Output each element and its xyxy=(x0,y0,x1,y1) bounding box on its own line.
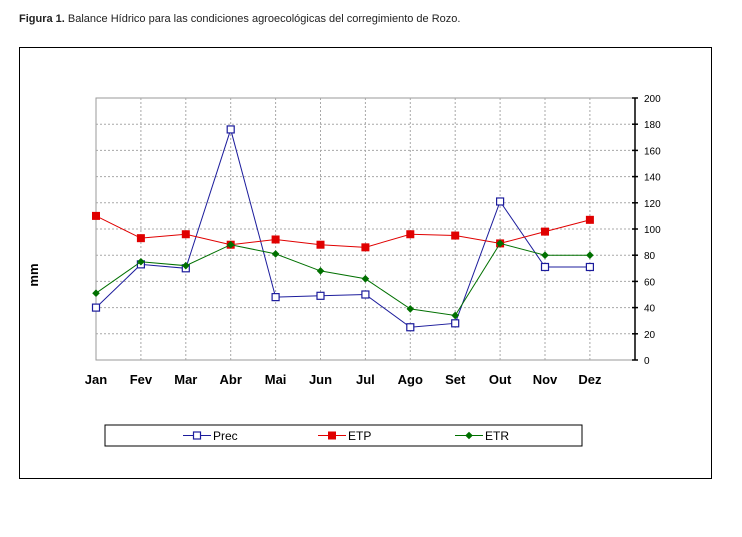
data-point xyxy=(316,291,325,300)
data-point xyxy=(496,239,504,248)
legend: Prec ETP ETR xyxy=(104,424,583,447)
y-axis: 0 20 40 60 80 100 120 140 160 180 200 xyxy=(632,94,661,367)
figure-caption: Figura 1. Balance Hídrico para las condi… xyxy=(19,13,460,25)
x-tick-label: Jun xyxy=(309,372,332,387)
y-tick-label: 160 xyxy=(644,146,661,157)
y-tick-label: 80 xyxy=(644,251,656,262)
data-point xyxy=(541,227,549,236)
data-point xyxy=(361,274,370,283)
x-tick-label: Fev xyxy=(130,372,153,387)
legend-label: ETP xyxy=(348,429,371,443)
data-point xyxy=(271,235,280,244)
data-point xyxy=(451,231,460,240)
y-tick-label: 140 xyxy=(644,173,661,184)
data-point xyxy=(541,251,549,259)
data-point xyxy=(137,257,145,266)
data-point xyxy=(192,431,202,440)
series-etp xyxy=(92,211,594,252)
data-point xyxy=(406,230,415,239)
caption-text: Balance Hídrico para las condiciones agr… xyxy=(64,13,461,25)
series-line xyxy=(95,127,590,328)
caption-figure-number: Figura 1. xyxy=(19,13,65,25)
series-group xyxy=(91,125,595,332)
x-axis-labels: Jan Fev Mar Abr Mai Jun Jul Ago Set Out Nov Dez xyxy=(85,372,602,387)
x-tick-label: Dez xyxy=(578,372,602,387)
x-tick-label: Mai xyxy=(265,372,287,387)
data-point xyxy=(328,431,336,440)
x-tick-label: Jan xyxy=(85,372,107,387)
data-point xyxy=(361,243,370,252)
y-tick-label: 20 xyxy=(644,330,656,341)
data-point xyxy=(361,290,370,299)
data-point xyxy=(406,305,415,313)
series-line xyxy=(95,242,590,317)
data-point xyxy=(271,250,280,258)
data-point xyxy=(465,431,473,440)
data-point xyxy=(406,323,415,332)
data-point xyxy=(496,197,505,206)
grid xyxy=(95,97,636,361)
y-tick-label: 100 xyxy=(644,225,661,236)
data-point xyxy=(316,267,325,275)
data-point xyxy=(91,303,101,312)
data-point xyxy=(271,293,280,302)
data-point xyxy=(451,319,460,328)
y-tick-label: 40 xyxy=(644,304,656,315)
x-tick-label: Ago xyxy=(398,372,423,387)
chart-frame xyxy=(19,47,712,479)
y-tick-label: 200 xyxy=(644,94,661,105)
legend-label: Prec xyxy=(213,429,238,443)
data-point xyxy=(226,125,235,134)
data-point xyxy=(92,211,100,220)
legend-item-etp: ETP xyxy=(318,429,371,443)
data-point xyxy=(451,311,459,320)
y-axis-label: mm xyxy=(26,263,41,286)
data-point xyxy=(226,240,235,249)
data-point xyxy=(586,251,594,259)
x-tick-label: Set xyxy=(445,372,466,387)
x-tick-label: Jul xyxy=(356,372,375,387)
x-tick-label: Nov xyxy=(533,372,558,387)
y-tick-label: 120 xyxy=(644,199,661,210)
data-point xyxy=(181,230,190,239)
series-prec xyxy=(91,125,595,332)
y-tick-label: 60 xyxy=(644,277,656,288)
legend-item-etr: ETR xyxy=(455,429,509,443)
legend-label: ETR xyxy=(485,429,509,443)
data-point xyxy=(585,262,595,272)
x-tick-label: Out xyxy=(489,372,512,387)
data-point xyxy=(585,215,594,224)
legend-item-prec: Prec xyxy=(183,429,238,443)
data-point xyxy=(316,240,325,249)
series-etr xyxy=(92,239,594,320)
data-point xyxy=(136,234,145,243)
data-point xyxy=(540,262,550,272)
series-line xyxy=(95,215,591,248)
x-tick-label: Abr xyxy=(220,372,242,387)
x-tick-label: Mar xyxy=(174,372,197,387)
y-tick-label: 0 xyxy=(644,356,650,367)
data-point xyxy=(182,261,190,270)
data-point xyxy=(92,289,100,297)
y-tick-label: 180 xyxy=(644,120,661,131)
